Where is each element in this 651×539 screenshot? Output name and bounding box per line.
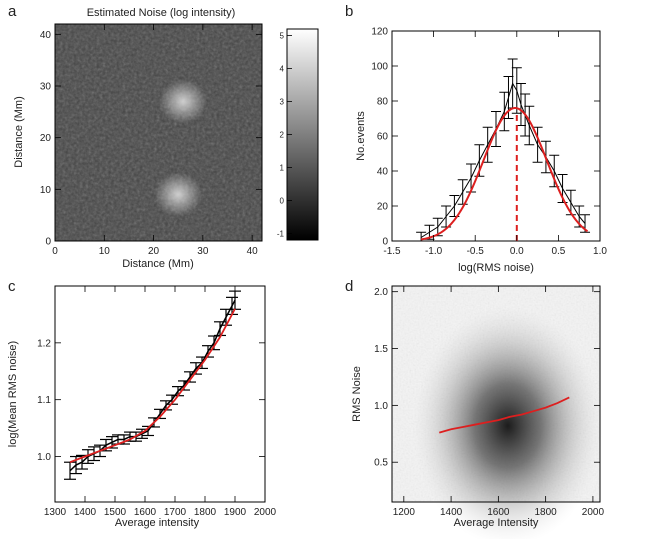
panel-letter-a: a xyxy=(8,3,17,20)
chart-a-xtick-label: 40 xyxy=(247,246,259,257)
chart-a-colorbar-label: -1 xyxy=(277,229,285,238)
chart-b-xtick-label: 0.0 xyxy=(510,246,524,257)
chart-d-xtick-label: 2000 xyxy=(582,507,605,518)
chart-b-ytick-label: 100 xyxy=(371,62,388,73)
chart-a-frame xyxy=(54,23,263,242)
chart-d-density xyxy=(412,305,603,539)
chart-a-hotspot xyxy=(159,79,208,124)
chart-c-xtick-label: 1700 xyxy=(164,507,187,518)
chart-c-xtick-label: 1800 xyxy=(194,507,217,518)
chart-c-marks xyxy=(64,290,241,480)
chart-d-frame xyxy=(391,285,601,503)
chart-b-xlabel: log(RMS noise) xyxy=(458,262,534,274)
panel-letter-c: c xyxy=(8,278,16,295)
chart-b-ytick-label: 120 xyxy=(371,27,388,38)
chart-a-title: Estimated Noise (log intensity) xyxy=(87,7,236,19)
chart-b-ylabel: No.events xyxy=(355,111,367,161)
chart-c-fit-line xyxy=(69,308,236,464)
panel-d: d 1200 1400 1600 1800 2000 0.5 1.0 1.5 2.0 Avera… xyxy=(345,278,604,539)
chart-b-ytick-label: 60 xyxy=(377,132,389,143)
chart-b-xtick-label: 1.0 xyxy=(593,246,607,257)
chart-b-ytick-label: 20 xyxy=(377,202,389,213)
chart-d-xtick-label: 1600 xyxy=(487,507,510,518)
panel-c: c 1300 1400 1500 1600 1700 1800 1900 2000 1.0 1.1… xyxy=(7,278,277,529)
chart-a-colorbar-label: 2 xyxy=(280,131,285,140)
chart-d-marks xyxy=(439,396,570,434)
chart-a-colorbar-ticks: -1 0 1 2 3 4 5 xyxy=(277,32,292,238)
chart-b-gaussian-fit xyxy=(420,107,589,241)
chart-a-hotspot xyxy=(154,172,203,217)
chart-b-axes: -1.5 -1.0 -0.5 0.0 0.5 1.0 0 20 40 60 80 100 120 xyxy=(371,27,607,258)
chart-d-xtick-label: 1800 xyxy=(535,507,558,518)
chart-d-ytick-label: 1.5 xyxy=(374,344,388,355)
chart-d-xtick-label: 1200 xyxy=(393,507,416,518)
chart-c-ytick-label: 1.2 xyxy=(37,338,51,349)
chart-a-xtick-label: 0 xyxy=(52,246,58,257)
chart-a-xtick-label: 10 xyxy=(99,246,111,257)
chart-a-xlabel: Distance (Mm) xyxy=(122,258,194,270)
chart-d-trend-line xyxy=(439,396,570,434)
chart-c-xtick-label: 1500 xyxy=(104,507,127,518)
chart-a-colorbar-label: 4 xyxy=(280,65,285,74)
panel-a: a Estimated Noise (log intensity) 0 10 20 3… xyxy=(8,3,319,270)
chart-a-colorbar xyxy=(286,28,319,241)
chart-a-ytick-label: 0 xyxy=(45,237,51,248)
chart-b-histogram-line xyxy=(420,82,586,238)
chart-a-hotspots xyxy=(154,79,208,217)
chart-d-xlabel: Average Intensity xyxy=(454,517,539,529)
chart-c-xtick-label: 1400 xyxy=(74,507,97,518)
chart-a-noise-texture xyxy=(55,24,262,241)
chart-b-xtick-label: -1.0 xyxy=(425,246,443,257)
chart-c-ytick-label: 1.0 xyxy=(37,452,51,463)
chart-c-xlabel: Average intensity xyxy=(115,517,200,529)
chart-c-axes: 1300 1400 1500 1600 1700 1800 1900 2000 1.0 1.1 1.… xyxy=(37,286,277,518)
chart-a-ytick-label: 10 xyxy=(40,185,52,196)
chart-a-xtick-label: 20 xyxy=(148,246,160,257)
chart-b-xtick-label: -0.5 xyxy=(467,246,485,257)
chart-d-density-blob xyxy=(412,305,603,539)
chart-c-frame xyxy=(54,285,266,503)
chart-b-xtick-label: 0.5 xyxy=(551,246,565,257)
chart-c-ylabel: log(Mean RMS noise) xyxy=(7,341,19,447)
panel-b: b -1.5 -1.0 -0.5 0.0 0.5 1.0 0 20 40 60 80 100 120 l… xyxy=(345,3,607,274)
chart-d-ytick-label: 0.5 xyxy=(374,458,388,469)
chart-a-ytick-label: 20 xyxy=(40,133,52,144)
chart-b-ytick-label: 0 xyxy=(382,237,388,248)
chart-c-xtick-label: 1300 xyxy=(44,507,67,518)
chart-d-ytick-label: 1.0 xyxy=(374,401,388,412)
chart-a-ylabel: Distance (Mm) xyxy=(13,96,25,168)
chart-b-ytick-label: 40 xyxy=(377,167,389,178)
chart-d-ytick-label: 2.0 xyxy=(374,287,388,298)
chart-b-ytick-label: 80 xyxy=(377,97,389,108)
chart-a-ytick-label: 30 xyxy=(40,82,52,93)
chart-a-axes: 0 10 20 30 40 0 10 20 30 40 xyxy=(40,24,262,257)
chart-c-ytick-label: 1.1 xyxy=(37,395,51,406)
chart-a-colorbar-label: 3 xyxy=(280,98,285,107)
chart-a-colorbar-label: 5 xyxy=(280,32,285,41)
chart-a-colorbar-label: 0 xyxy=(280,196,285,205)
chart-c-xtick-label: 1600 xyxy=(134,507,157,518)
chart-a-colorbar-label: 1 xyxy=(280,163,285,172)
chart-b-xtick-label: -1.5 xyxy=(383,246,401,257)
chart-d-xtick-label: 1400 xyxy=(440,507,463,518)
chart-b-marks xyxy=(416,58,591,242)
panel-letter-d: d xyxy=(345,278,353,295)
chart-c-xtick-label: 1900 xyxy=(224,507,247,518)
chart-a-ytick-label: 40 xyxy=(40,30,52,41)
panel-letter-b: b xyxy=(345,3,353,20)
chart-c-xtick-label: 2000 xyxy=(254,507,277,518)
chart-d-axes: 1200 1400 1600 1800 2000 0.5 1.0 1.5 2.0 xyxy=(374,286,604,518)
chart-d-ylabel: RMS Noise xyxy=(351,366,363,422)
chart-a-xtick-label: 30 xyxy=(197,246,209,257)
